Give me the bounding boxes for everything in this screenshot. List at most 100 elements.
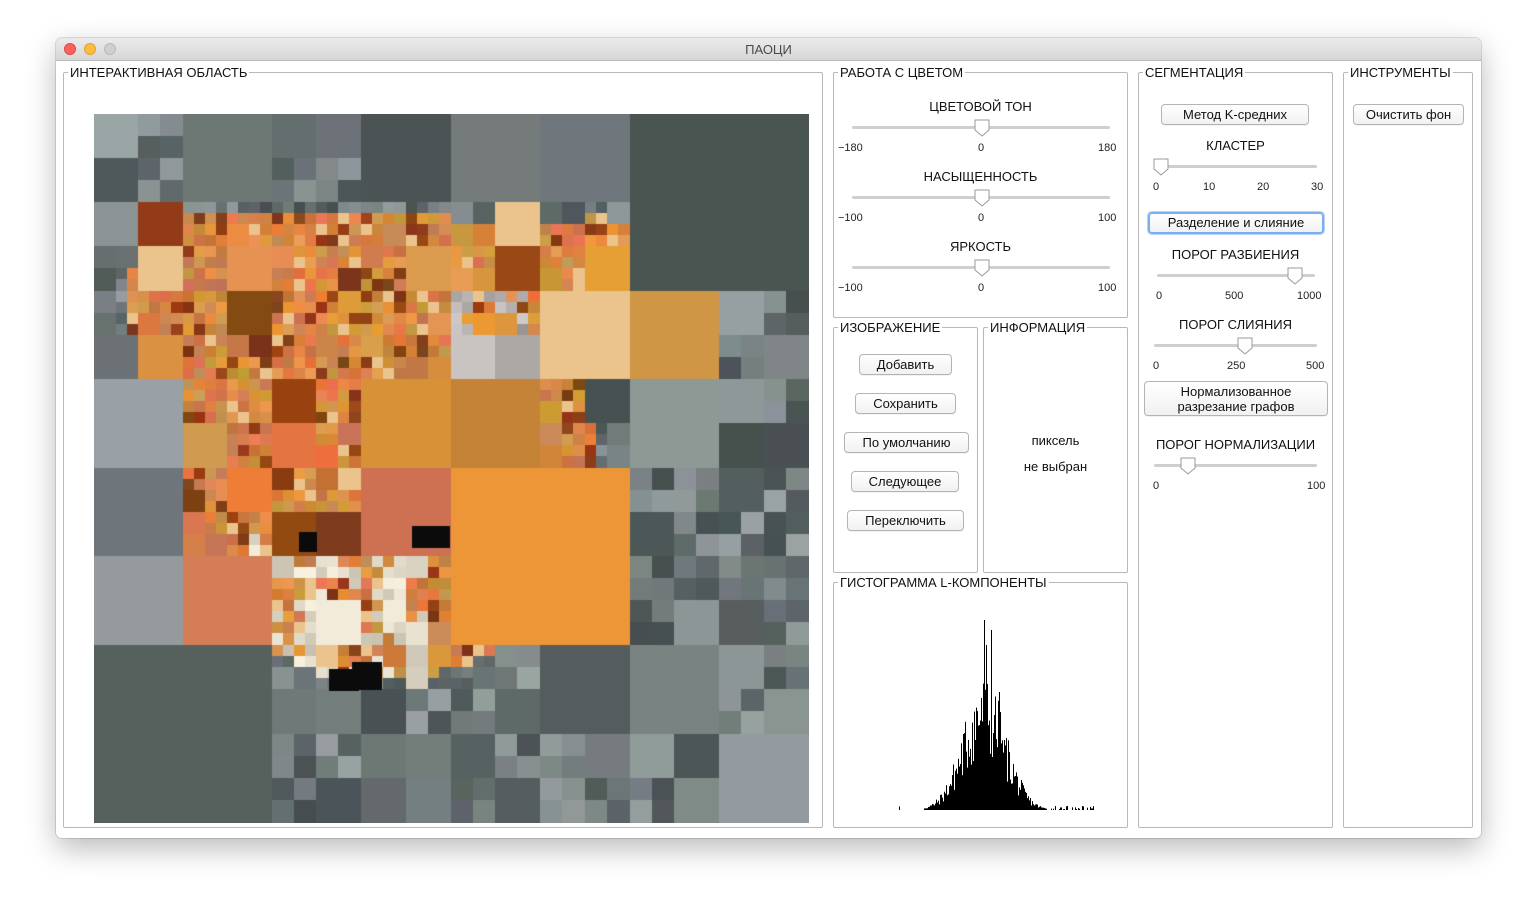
interactive-area-group: ИНТЕРАКТИВНАЯ ОБЛАСТЬ: [63, 66, 823, 828]
next-button[interactable]: Следующее: [851, 471, 959, 492]
histogram-bar: [962, 775, 963, 810]
saturation-slider-thumb[interactable]: [974, 189, 990, 207]
split-threshold-slider-thumb[interactable]: [1287, 267, 1303, 285]
zoom-window-icon[interactable]: [104, 43, 116, 55]
brightness-slider-thumb[interactable]: [974, 259, 990, 277]
histogram-bar: [935, 803, 936, 810]
clear-background-button[interactable]: Очистить фон: [1353, 104, 1464, 125]
norm-threshold-slider-track[interactable]: [1154, 464, 1317, 467]
histogram-bar: [1061, 807, 1062, 810]
cluster-label: КЛАСТЕР: [1206, 138, 1265, 153]
histogram-bar: [1002, 740, 1003, 810]
histogram-bar: [1023, 785, 1024, 810]
brightness-mid-tick: 0: [978, 282, 985, 294]
merge-threshold-slider-thumb[interactable]: [1237, 337, 1253, 355]
image-legend: ИЗОБРАЖЕНИЕ: [840, 320, 941, 335]
split-threshold-slider-track[interactable]: [1157, 274, 1315, 277]
histogram-bar: [899, 806, 900, 810]
saturation-label: НАСЫЩЕННОСТЬ: [923, 169, 1038, 184]
histogram-bar: [1093, 806, 1094, 810]
histogram-bar: [1027, 798, 1028, 810]
histogram-bar: [989, 720, 990, 810]
title-bar[interactable]: ПАОЦИ: [56, 38, 1481, 61]
histogram-bar: [956, 768, 957, 810]
histogram-bar: [933, 804, 934, 810]
histogram-bar: [1013, 763, 1014, 810]
info-legend: ИНФОРМАЦИЯ: [990, 320, 1086, 335]
histogram-bar: [987, 684, 988, 810]
split-threshold-tick-1000: 1000: [1297, 290, 1322, 302]
histogram-bar: [1006, 738, 1007, 810]
histogram-bar: [1011, 783, 1012, 810]
norm-threshold-tick-0: 0: [1153, 480, 1160, 492]
histogram-bar: [945, 793, 946, 810]
histogram-bar: [1044, 807, 1045, 810]
histogram-bar: [985, 689, 986, 810]
histogram-bar: [958, 758, 959, 810]
histogram-bar: [1082, 806, 1083, 810]
histogram-bar: [1063, 809, 1064, 810]
segmentation-legend: СЕГМЕНТАЦИЯ: [1145, 65, 1244, 80]
cluster-slider-thumb[interactable]: [1153, 158, 1169, 176]
normalized-cut-line-2: разрезание графов: [1177, 399, 1295, 414]
save-button[interactable]: Сохранить: [855, 393, 956, 414]
histogram-bar: [1043, 807, 1044, 810]
merge-threshold-tick-500: 500: [1306, 360, 1325, 372]
histogram-bar: [968, 739, 969, 810]
histogram-bar: [991, 630, 992, 810]
histogram-bar: [976, 707, 977, 810]
histogram-bar: [967, 767, 968, 810]
histogram-bar: [939, 804, 940, 810]
histogram-bar: [977, 711, 978, 810]
toggle-button[interactable]: Переключить: [847, 510, 964, 531]
histogram-bar: [996, 739, 997, 810]
normalized-cut-button[interactable]: Нормализованное разрезание графов: [1144, 381, 1328, 416]
close-window-icon[interactable]: [64, 43, 76, 55]
cluster-tick-0: 0: [1153, 181, 1160, 193]
default-button[interactable]: По умолчанию: [844, 432, 969, 453]
merge-threshold-slider-track[interactable]: [1154, 344, 1317, 347]
histogram-bar: [1037, 804, 1038, 810]
image-canvas[interactable]: [94, 114, 809, 823]
hue-max-tick: 180: [1098, 142, 1117, 154]
histogram-bar: [1039, 806, 1040, 810]
histogram-bar: [999, 692, 1000, 810]
normalized-cut-line-1: Нормализованное: [1180, 384, 1292, 399]
minimize-window-icon[interactable]: [84, 43, 96, 55]
add-button[interactable]: Добавить: [859, 354, 952, 375]
histogram-bar: [981, 698, 982, 810]
histogram-bar: [1005, 745, 1006, 810]
segmentation-group: СЕГМЕНТАЦИЯ Метод K-средних КЛАСТЕР 0 10…: [1138, 66, 1333, 828]
histogram-bar: [1042, 807, 1043, 810]
histogram-bar: [972, 722, 973, 810]
split-merge-button[interactable]: Разделение и слияние: [1148, 212, 1324, 234]
split-threshold-label: ПОРОГ РАЗБИЕНИЯ: [1171, 247, 1300, 262]
histogram-bar: [960, 763, 961, 810]
histogram-bar: [1026, 792, 1027, 810]
histogram-bar: [934, 805, 935, 810]
histogram-bar: [946, 785, 947, 810]
histogram-bar: [926, 808, 927, 810]
histogram-legend: ГИСТОГРАММА L-КОМПОНЕНТЫ: [840, 575, 1047, 590]
histogram-bar: [1040, 806, 1041, 810]
histogram-bar: [1019, 787, 1020, 810]
histogram-bar: [1031, 805, 1032, 810]
hue-slider-thumb[interactable]: [974, 119, 990, 137]
hue-mid-tick: 0: [978, 142, 985, 154]
cluster-slider-track[interactable]: [1154, 165, 1317, 168]
norm-threshold-slider-thumb[interactable]: [1180, 457, 1196, 475]
histogram-bar: [1072, 807, 1073, 810]
histogram-bar: [969, 756, 970, 810]
histogram-bar: [992, 756, 993, 810]
histogram-bar: [1036, 804, 1037, 810]
kmeans-button[interactable]: Метод K-средних: [1161, 104, 1309, 125]
histogram-bar: [1038, 807, 1039, 810]
tools-group: ИНСТРУМЕНТЫ Очистить фон: [1343, 66, 1473, 828]
histogram-bar: [1022, 782, 1023, 810]
histogram-bar: [1028, 796, 1029, 810]
histogram-bar: [1083, 806, 1084, 810]
histogram-bar: [1091, 808, 1092, 810]
histogram-bar: [1066, 806, 1067, 810]
histogram-bar: [979, 725, 980, 810]
histogram-bar: [1053, 808, 1054, 810]
